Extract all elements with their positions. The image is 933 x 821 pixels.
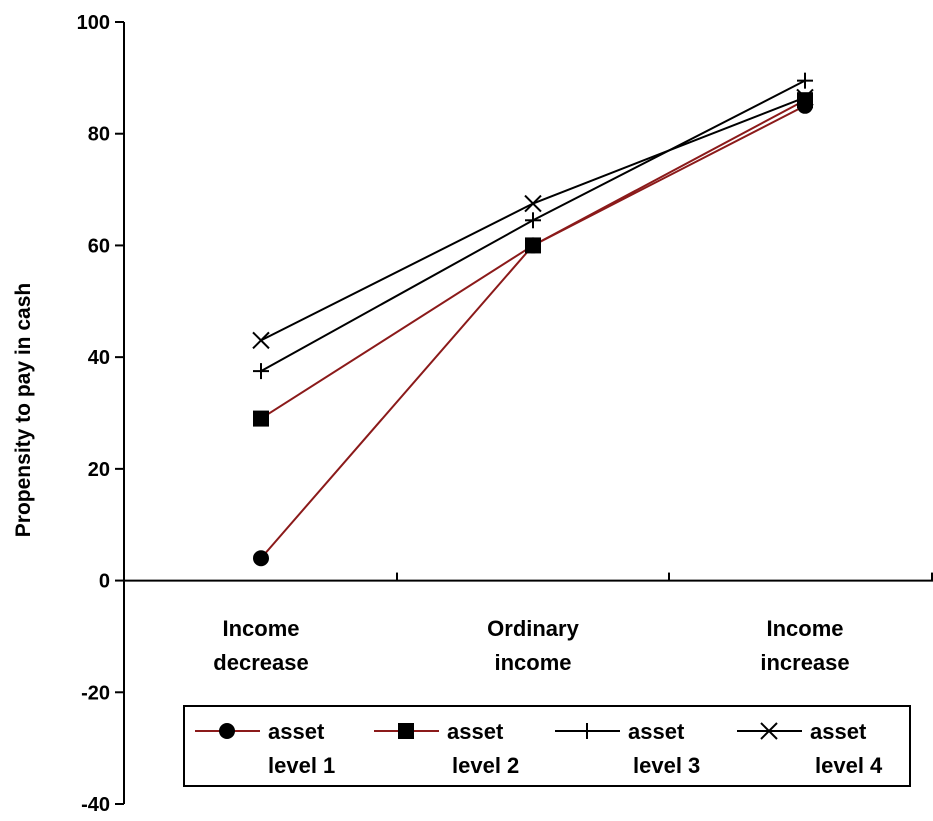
legend-item-2: asset level 2 bbox=[374, 719, 519, 778]
series-2 bbox=[253, 92, 813, 427]
series-line bbox=[260, 104, 806, 559]
legend-item-3: asset level 3 bbox=[555, 719, 700, 778]
legend-marker bbox=[579, 723, 595, 739]
legend-label: asset bbox=[268, 719, 325, 744]
data-point bbox=[797, 72, 813, 89]
data-point bbox=[253, 550, 269, 567]
y-tick-label: 20 bbox=[88, 459, 110, 481]
y-tick-label: -20 bbox=[81, 682, 110, 704]
legend-marker bbox=[398, 723, 414, 739]
y-tick-label: 100 bbox=[77, 12, 110, 34]
marker-stroke bbox=[524, 194, 542, 213]
data-point bbox=[252, 331, 270, 350]
legend-label: asset bbox=[447, 719, 504, 744]
legend-label: level 3 bbox=[633, 753, 700, 778]
y-tick-label: 60 bbox=[88, 235, 110, 257]
series-4 bbox=[252, 88, 814, 350]
y-tick-label: 40 bbox=[88, 347, 110, 369]
data-point bbox=[253, 410, 269, 427]
data-point bbox=[253, 363, 269, 380]
legend-box bbox=[183, 705, 911, 787]
marker-stroke bbox=[760, 722, 778, 740]
series-1 bbox=[253, 97, 813, 567]
axes: -40 -20 0 20 40 60 80 100 Income decrease Ordinary… bbox=[12, 12, 933, 816]
x-category-label: Income bbox=[222, 616, 299, 641]
y-axis-title: Propensity to pay in cash bbox=[12, 283, 35, 537]
x-category-label: income bbox=[494, 650, 571, 675]
data-point bbox=[796, 88, 814, 107]
series-3 bbox=[253, 72, 813, 380]
x-category-label: decrease bbox=[213, 650, 308, 675]
legend-marker bbox=[760, 722, 778, 740]
data-point bbox=[797, 92, 813, 109]
data-point bbox=[524, 194, 542, 213]
x-category-label: Income bbox=[766, 616, 843, 641]
legend-label: level 2 bbox=[452, 753, 519, 778]
marker-stroke bbox=[796, 88, 814, 107]
marker-stroke bbox=[252, 331, 270, 350]
series-layer bbox=[252, 72, 814, 567]
legend-marker bbox=[219, 723, 235, 739]
data-point bbox=[525, 237, 541, 254]
legend-label: asset bbox=[810, 719, 867, 744]
x-category-label: increase bbox=[760, 650, 849, 675]
legend-item-4: asset level 4 bbox=[737, 719, 883, 778]
legend-label: level 1 bbox=[268, 753, 335, 778]
y-tick-label: 0 bbox=[99, 571, 110, 593]
data-point bbox=[525, 212, 541, 229]
y-tick-label: -40 bbox=[81, 794, 110, 816]
legend-item-1: asset level 1 bbox=[195, 719, 335, 778]
legend-label: level 4 bbox=[815, 753, 883, 778]
y-tick-label: 80 bbox=[88, 124, 110, 146]
x-category-label: Ordinary bbox=[487, 616, 579, 641]
legend-label: asset bbox=[628, 719, 685, 744]
